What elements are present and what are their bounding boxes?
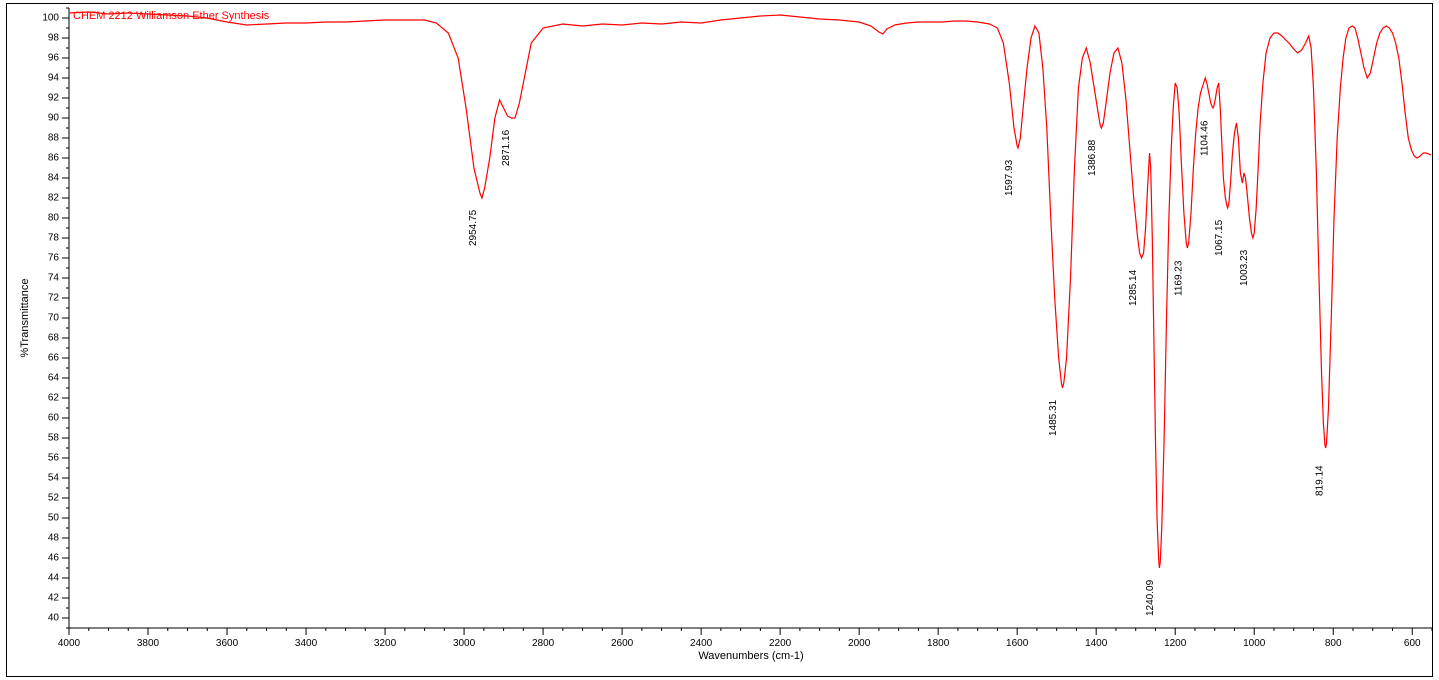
peak-label: 1386.88 <box>1087 140 1098 176</box>
x-tick-label: 3000 <box>453 638 475 649</box>
peak-label: 819.14 <box>1314 465 1325 496</box>
peak-label: 1285.14 <box>1127 270 1138 306</box>
y-tick-label: 72 <box>41 293 59 304</box>
plot-area <box>69 8 1432 628</box>
x-axis-title: Wavenumbers (cm-1) <box>698 650 803 662</box>
y-tick-label: 54 <box>41 473 59 484</box>
y-tick-label: 44 <box>41 573 59 584</box>
y-tick-label: 92 <box>41 93 59 104</box>
y-tick-label: 94 <box>41 73 59 84</box>
y-tick-label: 52 <box>41 493 59 504</box>
y-tick-label: 74 <box>41 273 59 284</box>
y-tick-label: 98 <box>41 33 59 44</box>
y-tick-label: 40 <box>41 613 59 624</box>
y-tick-label: 56 <box>41 453 59 464</box>
x-tick-label: 600 <box>1404 638 1421 649</box>
peak-label: 2871.16 <box>501 130 512 166</box>
peak-label: 1169.23 <box>1174 261 1185 296</box>
x-tick-label: 800 <box>1325 638 1342 649</box>
x-tick-label: 3600 <box>216 638 238 649</box>
peak-label: 1003.23 <box>1239 250 1250 286</box>
chart-frame: CHEM 2212 Williamson Ether Synthesis %Tr… <box>6 3 1433 677</box>
y-tick-label: 90 <box>41 113 59 124</box>
x-tick-label: 1000 <box>1243 638 1265 649</box>
y-tick-label: 64 <box>41 373 59 384</box>
y-tick-label: 62 <box>41 393 59 404</box>
y-tick-label: 70 <box>41 313 59 324</box>
x-tick-label: 2400 <box>690 638 712 649</box>
y-axis-title: %Transmittance <box>19 278 31 357</box>
x-tick-label: 3800 <box>137 638 159 649</box>
y-tick-label: 86 <box>41 153 59 164</box>
x-tick-label: 2800 <box>532 638 554 649</box>
x-tick-label: 3400 <box>295 638 317 649</box>
y-tick-label: 46 <box>41 553 59 564</box>
y-tick-label: 60 <box>41 413 59 424</box>
x-tick-label: 1200 <box>1164 638 1186 649</box>
y-tick-label: 42 <box>41 593 59 604</box>
x-tick-label: 2000 <box>848 638 870 649</box>
x-tick-label: 4000 <box>58 638 80 649</box>
peak-label: 2954.75 <box>468 210 479 246</box>
y-tick-label: 84 <box>41 173 59 184</box>
peak-label: 1067.15 <box>1214 220 1225 256</box>
y-tick-label: 76 <box>41 253 59 264</box>
x-tick-label: 2200 <box>769 638 791 649</box>
x-tick-label: 3200 <box>374 638 396 649</box>
x-tick-label: 1600 <box>1006 638 1028 649</box>
x-tick-label: 1800 <box>927 638 949 649</box>
y-tick-label: 80 <box>41 213 59 224</box>
peak-label: 1104.46 <box>1199 121 1210 156</box>
y-tick-label: 88 <box>41 133 59 144</box>
y-tick-label: 50 <box>41 513 59 524</box>
x-tick-label: 2600 <box>611 638 633 649</box>
peak-label: 1240.09 <box>1145 580 1156 616</box>
y-tick-label: 66 <box>41 353 59 364</box>
y-tick-label: 100 <box>41 13 59 24</box>
x-tick-label: 1400 <box>1085 638 1107 649</box>
y-tick-label: 48 <box>41 533 59 544</box>
y-tick-label: 96 <box>41 53 59 64</box>
peak-label: 1485.31 <box>1048 400 1059 436</box>
y-tick-label: 58 <box>41 433 59 444</box>
peak-label: 1597.93 <box>1004 160 1015 196</box>
y-tick-label: 68 <box>41 333 59 344</box>
y-tick-label: 82 <box>41 193 59 204</box>
y-tick-label: 78 <box>41 233 59 244</box>
